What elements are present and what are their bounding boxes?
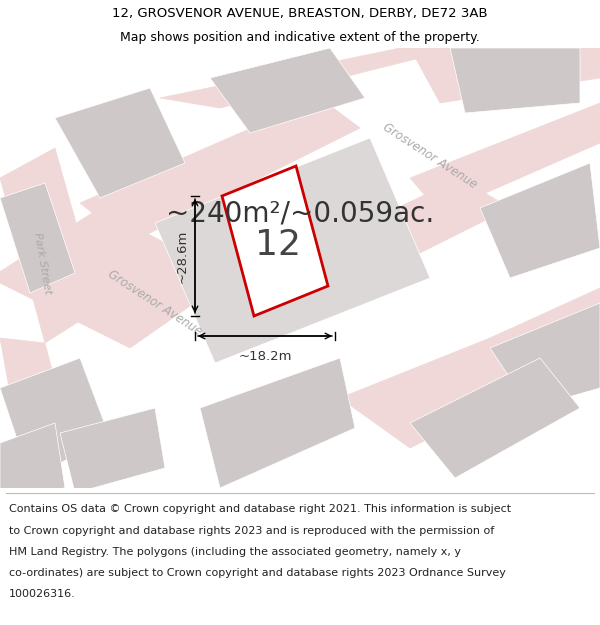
Text: co-ordinates) are subject to Crown copyright and database rights 2023 Ordnance S: co-ordinates) are subject to Crown copyr… xyxy=(9,568,506,578)
Polygon shape xyxy=(200,358,355,488)
Polygon shape xyxy=(480,163,600,278)
Text: 12: 12 xyxy=(255,228,301,262)
Text: Map shows position and indicative extent of the property.: Map shows position and indicative extent… xyxy=(120,31,480,44)
Polygon shape xyxy=(0,423,65,493)
Polygon shape xyxy=(155,138,430,363)
Polygon shape xyxy=(80,98,360,243)
Text: Park Street: Park Street xyxy=(32,231,52,294)
Polygon shape xyxy=(60,408,165,493)
Polygon shape xyxy=(0,208,230,348)
Polygon shape xyxy=(0,148,100,343)
Polygon shape xyxy=(410,358,580,478)
Text: 12, GROSVENOR AVENUE, BREASTON, DERBY, DE72 3AB: 12, GROSVENOR AVENUE, BREASTON, DERBY, D… xyxy=(112,7,488,20)
Polygon shape xyxy=(0,183,75,293)
Text: ~28.6m: ~28.6m xyxy=(176,229,189,282)
Text: ~18.2m: ~18.2m xyxy=(238,350,292,363)
Polygon shape xyxy=(160,48,460,108)
Text: HM Land Registry. The polygons (including the associated geometry, namely x, y: HM Land Registry. The polygons (includin… xyxy=(9,547,461,557)
Polygon shape xyxy=(0,338,70,448)
Text: Grosvenor Avenue: Grosvenor Avenue xyxy=(380,121,479,191)
Polygon shape xyxy=(0,358,110,478)
Polygon shape xyxy=(240,178,510,318)
Text: ~240m²/~0.059ac.: ~240m²/~0.059ac. xyxy=(166,199,434,227)
Polygon shape xyxy=(410,48,600,103)
Polygon shape xyxy=(222,166,328,316)
Text: Grosvenor Avenue: Grosvenor Avenue xyxy=(106,268,205,338)
Polygon shape xyxy=(55,88,185,198)
Text: to Crown copyright and database rights 2023 and is reproduced with the permissio: to Crown copyright and database rights 2… xyxy=(9,526,494,536)
Polygon shape xyxy=(490,303,600,408)
Text: 100026316.: 100026316. xyxy=(9,589,76,599)
Polygon shape xyxy=(210,48,365,133)
Polygon shape xyxy=(340,318,590,448)
Text: Contains OS data © Crown copyright and database right 2021. This information is : Contains OS data © Crown copyright and d… xyxy=(9,504,511,514)
Polygon shape xyxy=(450,48,580,113)
Polygon shape xyxy=(410,103,600,213)
Polygon shape xyxy=(490,288,600,368)
